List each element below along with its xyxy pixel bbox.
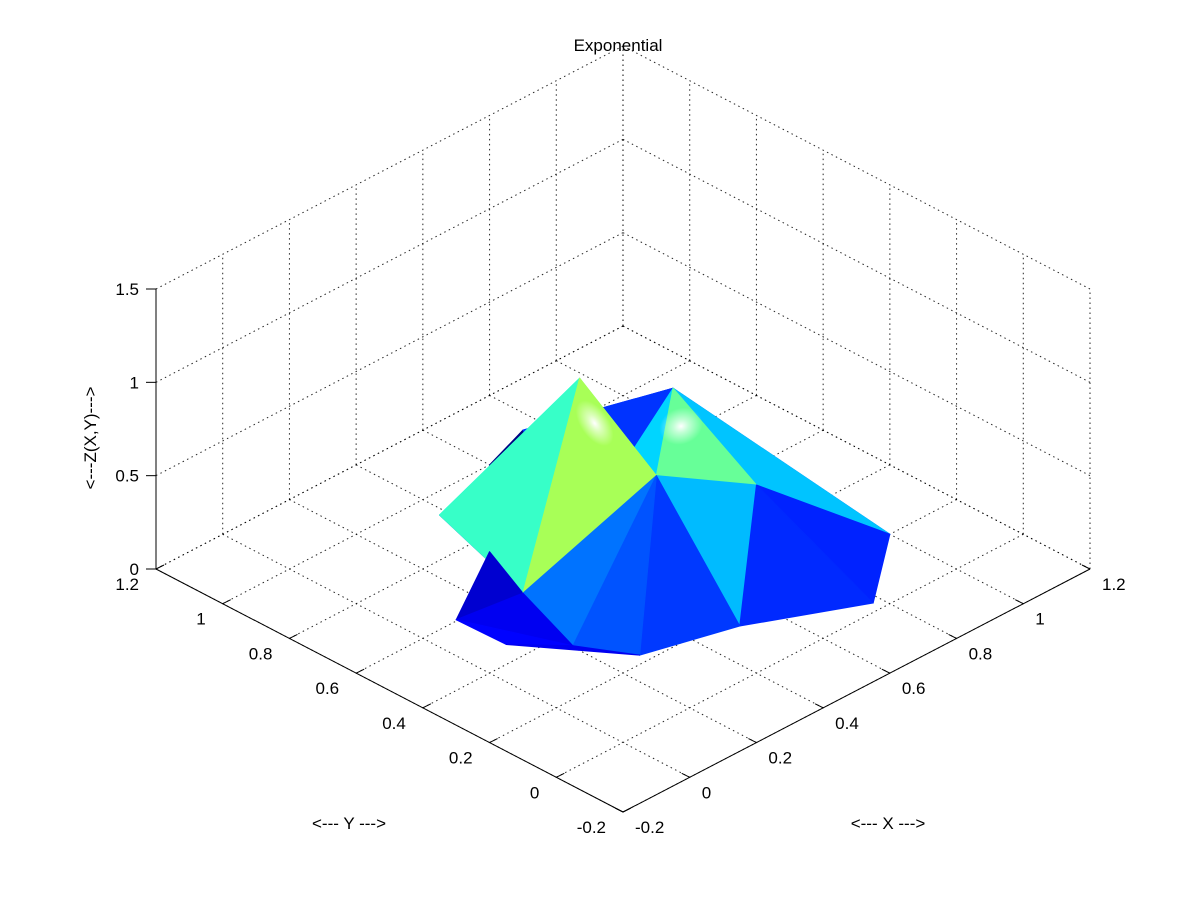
x-tick-label: 1.2 — [1102, 575, 1126, 594]
y-tick-mark — [622, 807, 632, 813]
surface-highlight — [575, 400, 614, 446]
x-tick-label: 0.4 — [835, 714, 859, 733]
z-tick-label: 1 — [130, 373, 139, 392]
x-tick-label: 1 — [1035, 610, 1044, 629]
grid-line — [622, 138, 1091, 383]
x-tick-mark — [948, 633, 957, 639]
y-tick-label: 1.2 — [115, 575, 139, 594]
x-tick-label: -0.2 — [635, 818, 664, 837]
y-tick-mark — [289, 633, 298, 639]
chart-title: Exponential — [574, 36, 663, 55]
x-tick-label: 0.6 — [902, 679, 926, 698]
x-axis-label: <--- X ---> — [851, 814, 926, 833]
y-tick-mark — [422, 703, 432, 709]
surface — [439, 377, 891, 656]
y-tick-label: 0.4 — [382, 714, 406, 733]
surface-facet — [505, 643, 641, 656]
y-tick-label: 1 — [196, 610, 205, 629]
z-tick-label: 0 — [130, 560, 139, 579]
x-axis-line — [622, 568, 1091, 813]
grid-line — [622, 45, 1091, 290]
x-tick-mark — [614, 807, 624, 813]
axes — [146, 288, 1091, 813]
x-tick-mark — [1015, 599, 1024, 605]
y-tick-label: -0.2 — [577, 818, 606, 837]
y-tick-label: 0.6 — [316, 679, 340, 698]
x-tick-mark — [814, 703, 824, 709]
z-tick-label: 1.5 — [115, 280, 139, 299]
x-tick-mark — [748, 738, 757, 744]
y-tick-mark — [355, 668, 365, 674]
x-tick-mark — [681, 772, 690, 778]
z-axis-label: <---Z(X,Y)---> — [81, 386, 100, 489]
y-tick-label: 0.2 — [449, 749, 473, 768]
surface-facet — [739, 484, 874, 627]
tick-labels: -0.2 0 0.2 0.4 0.6 0.8 1 1.2 -0.2 0 0.2 0.4 0.6 0.8 1 1… — [115, 280, 1125, 837]
x-tick-label: 0.2 — [768, 749, 792, 768]
y-axis-line — [155, 568, 624, 813]
x-tick-mark — [881, 668, 891, 674]
z-tick-label: 0.5 — [115, 467, 139, 486]
grid-line — [155, 138, 624, 383]
y-tick-label: 0 — [530, 783, 539, 802]
y-axis-label: <--- Y ---> — [312, 814, 386, 833]
y-tick-mark — [155, 564, 165, 570]
y-tick-mark — [489, 738, 498, 744]
x-tick-mark — [1081, 564, 1091, 570]
y-tick-mark — [222, 599, 231, 605]
surface-highlight — [659, 407, 703, 445]
y-tick-label: 0.8 — [249, 644, 273, 663]
x-tick-label: 0.8 — [969, 644, 993, 663]
x-tick-label: 0 — [702, 783, 711, 802]
grid-lines — [155, 45, 1091, 813]
grid-line — [155, 45, 624, 290]
y-tick-mark — [556, 772, 565, 778]
